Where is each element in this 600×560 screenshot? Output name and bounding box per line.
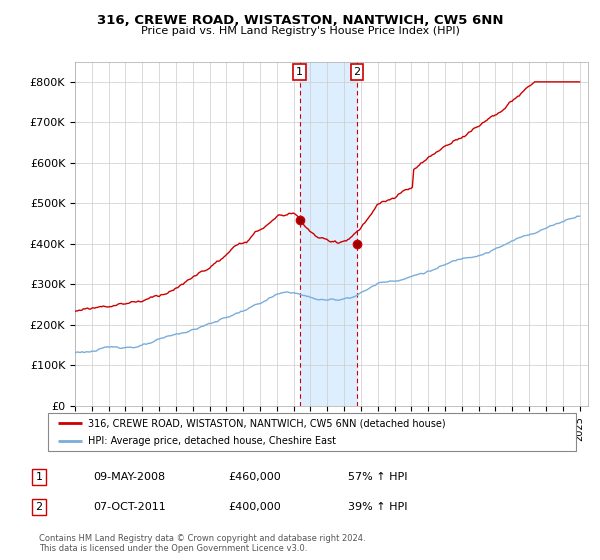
Text: £460,000: £460,000 — [228, 472, 281, 482]
Text: 57% ↑ HPI: 57% ↑ HPI — [348, 472, 407, 482]
FancyBboxPatch shape — [48, 413, 576, 451]
Text: 2: 2 — [353, 67, 361, 77]
Text: 2: 2 — [35, 502, 43, 512]
Text: £400,000: £400,000 — [228, 502, 281, 512]
Text: 09-MAY-2008: 09-MAY-2008 — [93, 472, 165, 482]
Text: Price paid vs. HM Land Registry's House Price Index (HPI): Price paid vs. HM Land Registry's House … — [140, 26, 460, 36]
Text: 39% ↑ HPI: 39% ↑ HPI — [348, 502, 407, 512]
Text: 316, CREWE ROAD, WISTASTON, NANTWICH, CW5 6NN (detached house): 316, CREWE ROAD, WISTASTON, NANTWICH, CW… — [88, 418, 445, 428]
Text: 07-OCT-2011: 07-OCT-2011 — [93, 502, 166, 512]
Text: 1: 1 — [296, 67, 303, 77]
Text: 316, CREWE ROAD, WISTASTON, NANTWICH, CW5 6NN: 316, CREWE ROAD, WISTASTON, NANTWICH, CW… — [97, 14, 503, 27]
Text: Contains HM Land Registry data © Crown copyright and database right 2024.
This d: Contains HM Land Registry data © Crown c… — [39, 534, 365, 553]
Text: 1: 1 — [35, 472, 43, 482]
Bar — [300, 62, 357, 406]
Text: HPI: Average price, detached house, Cheshire East: HPI: Average price, detached house, Ches… — [88, 436, 335, 446]
